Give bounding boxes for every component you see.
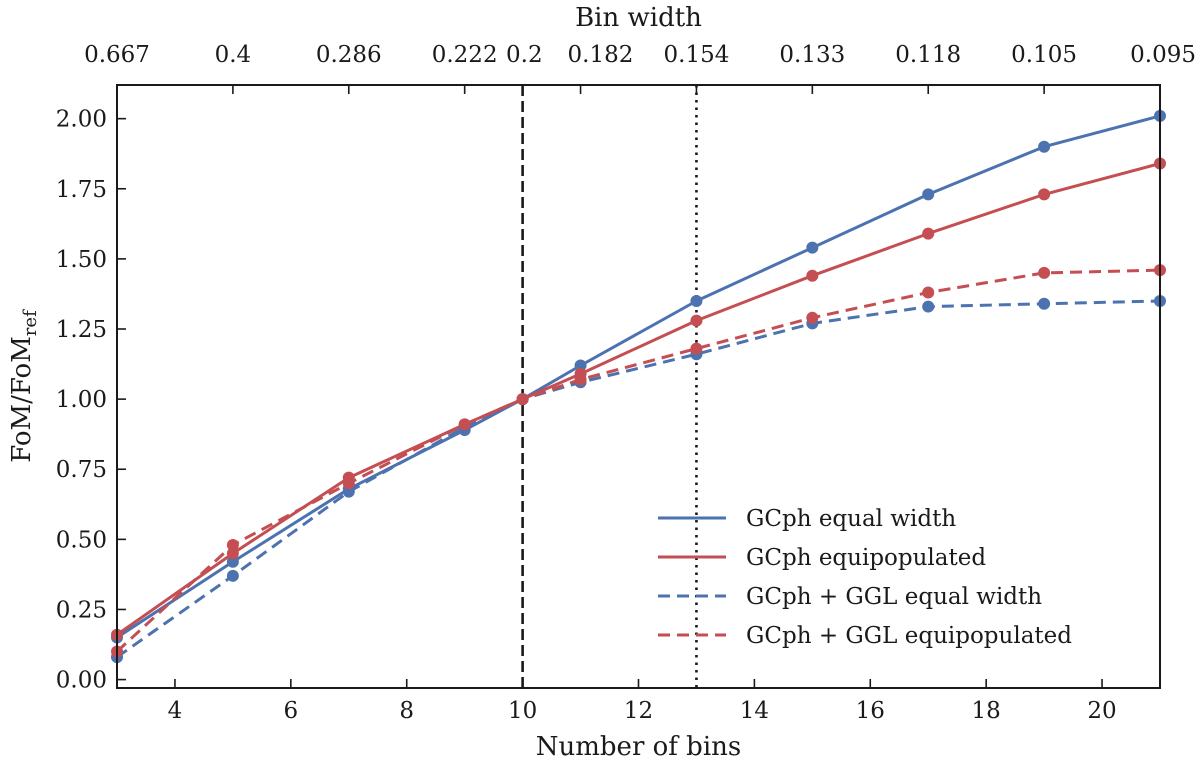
series-1-point <box>922 188 935 201</box>
y-axis-label: FoM/FoMref <box>7 309 41 463</box>
y-tick-label: 0.00 <box>56 668 107 694</box>
series-2-point <box>226 547 239 560</box>
reference-lines <box>521 85 698 688</box>
series-line-1 <box>116 114 1161 639</box>
series-3-point <box>922 300 935 313</box>
y-axis-label-subscript: ref <box>20 309 41 336</box>
series-3-point <box>1038 297 1051 310</box>
series-1-point <box>1038 140 1051 153</box>
series-4-point <box>922 286 935 299</box>
series-1-point <box>226 555 239 568</box>
series-2-point <box>690 314 703 327</box>
series-2-point <box>922 227 935 240</box>
x-tick-label: 14 <box>740 698 769 724</box>
x-tick-label: 16 <box>856 698 885 724</box>
series-2-point <box>806 269 819 282</box>
series-3-point <box>226 569 239 582</box>
x-axis-label: Number of bins <box>536 732 741 762</box>
top-tick-label: 0.105 <box>1011 42 1077 68</box>
y-tick-label: 1.00 <box>56 387 107 413</box>
legend-label-4: GCph + GGL equipopulated <box>746 623 1072 649</box>
series-line-2 <box>116 162 1161 636</box>
series-4-point <box>574 373 587 386</box>
axes: 4 6 8 10 12 14 16 18 20 0.00 0.25 0.50 0.75 1.00 1.25 1… <box>56 42 1196 724</box>
series-4-point <box>1038 266 1051 279</box>
series-1-point <box>690 294 703 307</box>
y-tick-label: 0.25 <box>56 597 107 623</box>
y-tick-label: 0.50 <box>56 527 107 553</box>
top-tick-label: 0.4 <box>215 42 252 68</box>
series-4-point <box>806 311 819 324</box>
top-tick-label: 0.222 <box>432 42 498 68</box>
top-tick-label: 0.095 <box>1130 42 1196 68</box>
x-tick-label: 18 <box>972 698 1001 724</box>
series-1-point <box>574 359 587 372</box>
y-axis-label-main: FoM/FoM <box>7 336 37 463</box>
series-4-point <box>342 477 355 490</box>
x-tick-label: 10 <box>508 698 537 724</box>
top-tick-label: 0.286 <box>316 42 382 68</box>
x-tick-label: 6 <box>284 698 299 724</box>
series-layer <box>111 109 1166 664</box>
legend-label-3: GCph + GGL equal width <box>746 584 1042 610</box>
top-tick-label: 0.118 <box>895 42 961 68</box>
x-tick-label: 8 <box>399 698 414 724</box>
y-tick-label: 1.25 <box>56 317 107 343</box>
top-tick-label: 0.2 <box>506 42 543 68</box>
legend-label-1: GCph equal width <box>746 506 956 532</box>
top-tick-label: 0.667 <box>84 42 150 68</box>
top-axis-label: Bin width <box>575 3 702 33</box>
series-4-point <box>458 418 471 431</box>
x-tick-label: 20 <box>1087 698 1116 724</box>
series-4-point <box>690 342 703 355</box>
y-tick-label: 2.00 <box>56 107 107 133</box>
top-tick-label: 0.133 <box>779 42 845 68</box>
y-tick-label: 1.50 <box>56 247 107 273</box>
top-tick-label: 0.182 <box>568 42 634 68</box>
series-3-point <box>342 485 355 498</box>
legend: GCph equal width GCph equipopulated GCph +… <box>658 506 1072 649</box>
series-4-point <box>516 393 529 406</box>
legend-label-2: GCph equipopulated <box>746 545 986 571</box>
top-tick-label: 0.154 <box>664 42 730 68</box>
series-4-point <box>226 538 239 551</box>
y-tick-label: 0.75 <box>56 457 107 483</box>
series-2-point <box>1038 188 1051 201</box>
series-1-point <box>806 241 819 254</box>
y-tick-label: 1.75 <box>56 177 107 203</box>
x-tick-label: 4 <box>168 698 183 724</box>
x-tick-label: 12 <box>624 698 653 724</box>
